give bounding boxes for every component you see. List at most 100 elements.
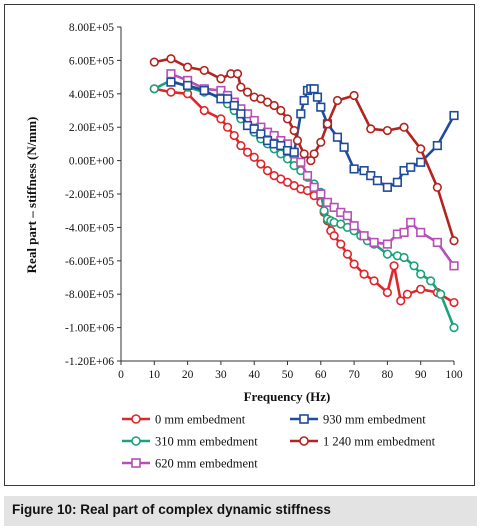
- data-point: [276, 105, 286, 116]
- data-point: [299, 149, 309, 159]
- data-point: [309, 84, 319, 94]
- legend-item: 0 mm embedment: [122, 413, 246, 427]
- data-point: [292, 135, 303, 146]
- data-point: [319, 206, 329, 216]
- data-point: [216, 114, 226, 124]
- legend-label: 310 mm embedment: [155, 435, 258, 449]
- data-point: [242, 87, 253, 97]
- data-point: [309, 182, 319, 192]
- data-point: [432, 140, 442, 151]
- data-point: [432, 237, 442, 248]
- series-layer: [149, 54, 459, 333]
- data-point: [409, 261, 419, 271]
- data-point: [449, 236, 459, 246]
- data-point: [299, 95, 309, 106]
- legend-item: 930 mm embedment: [290, 413, 426, 427]
- data-point: [302, 171, 313, 181]
- data-point: [342, 249, 353, 259]
- figure-caption: Figure 10: Real part of complex dynamic …: [4, 496, 477, 526]
- legend-label: 1 240 mm embedment: [323, 435, 436, 449]
- data-point: [289, 125, 299, 136]
- legend-swatch-marker: [131, 414, 141, 424]
- data-point: [332, 132, 343, 142]
- data-point: [262, 166, 273, 176]
- data-point: [236, 82, 246, 92]
- y-tick-label: 2.00E+05: [69, 122, 114, 134]
- data-point: [269, 100, 279, 111]
- caption-label: Figure 10:: [12, 502, 77, 517]
- data-point: [416, 157, 426, 167]
- data-point: [416, 284, 426, 294]
- series-line: [154, 87, 455, 304]
- data-point: [349, 164, 359, 174]
- y-tick-label: 0.00E+00: [69, 156, 114, 168]
- data-point: [449, 261, 459, 271]
- data-point: [282, 114, 293, 124]
- data-point: [216, 74, 226, 84]
- data-point: [222, 122, 233, 132]
- data-point: [359, 231, 369, 241]
- data-point: [316, 189, 326, 199]
- data-point: [436, 289, 446, 299]
- data-point: [309, 149, 319, 159]
- data-point: [312, 92, 323, 102]
- legend-label: 0 mm embedment: [155, 413, 246, 427]
- data-point: [289, 147, 299, 157]
- data-point: [382, 182, 393, 192]
- data-point: [432, 182, 442, 192]
- data-point: [166, 54, 176, 64]
- data-point: [359, 269, 369, 279]
- data-point: [349, 90, 359, 101]
- data-point: [183, 62, 193, 72]
- caption-text: Real part of complex dynamic stiffness: [80, 502, 331, 517]
- data-point: [399, 122, 409, 132]
- data-point: [322, 197, 333, 207]
- series-1: [149, 84, 459, 308]
- series-5: [149, 54, 459, 246]
- data-point: [236, 140, 246, 151]
- data-point: [296, 109, 306, 119]
- data-point: [359, 166, 369, 176]
- data-point: [332, 95, 343, 106]
- legend-label: 620 mm embedment: [155, 457, 258, 471]
- y-ticks: 8.00E+05 6.00E+05 4.00E+05 2.00E+05 0.00E+00…: [65, 22, 121, 368]
- dynamic-stiffness-chart: 0 10 20 30 40 50 60 70 80 90 100 8.00E+05 6.00E+05 4…: [24, 22, 463, 471]
- data-point: [366, 171, 376, 181]
- legend-swatch-marker: [299, 436, 309, 446]
- y-tick-label: -2.00E+05: [65, 189, 114, 201]
- x-tick-label: 60: [315, 369, 327, 381]
- data-point: [449, 323, 459, 333]
- data-point: [416, 227, 426, 238]
- legend-item: 1 240 mm embedment: [290, 435, 436, 449]
- data-point: [316, 137, 326, 147]
- data-point: [249, 152, 259, 162]
- data-point: [199, 105, 209, 116]
- data-point: [199, 85, 209, 96]
- legend-label: 930 mm embedment: [323, 413, 426, 427]
- data-point: [349, 259, 359, 269]
- data-point: [296, 157, 306, 167]
- data-point: [449, 297, 459, 308]
- data-point: [349, 221, 359, 231]
- data-point: [336, 239, 346, 249]
- y-tick-label: 4.00E+05: [69, 89, 114, 101]
- data-point: [339, 142, 349, 152]
- data-point: [242, 147, 253, 157]
- data-point: [329, 202, 339, 212]
- data-point: [329, 231, 339, 241]
- data-point: [369, 276, 379, 286]
- x-tick-label: 10: [149, 369, 161, 381]
- data-point: [382, 287, 393, 298]
- x-tick-label: 30: [215, 369, 227, 381]
- data-point: [183, 80, 193, 91]
- data-point: [396, 296, 406, 306]
- data-point: [149, 84, 159, 94]
- x-tick-label: 70: [348, 369, 360, 381]
- x-axis-label: Frequency (Hz): [244, 389, 331, 404]
- y-axis-label: Real part – stiffness (N/mm): [24, 117, 39, 274]
- data-point: [382, 249, 393, 259]
- legend-item: 310 mm embedment: [122, 435, 258, 449]
- y-tick-label: 6.00E+05: [69, 55, 114, 67]
- data-point: [222, 94, 233, 104]
- data-point: [416, 144, 426, 154]
